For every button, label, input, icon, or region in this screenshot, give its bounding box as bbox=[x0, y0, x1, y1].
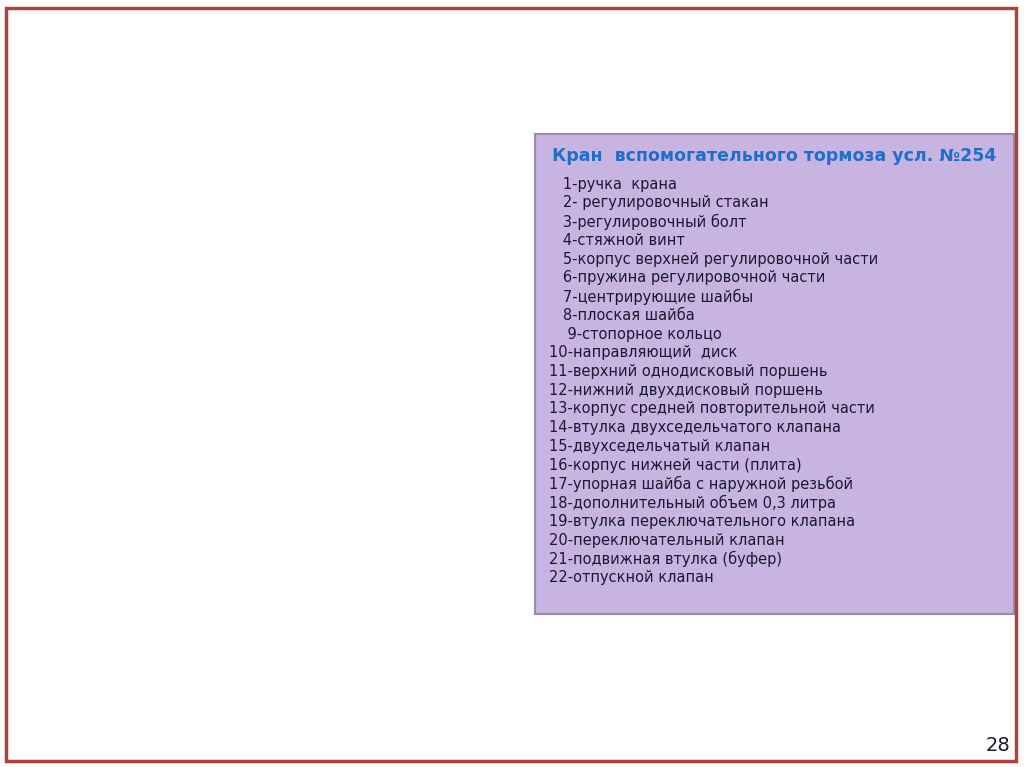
Text: 4-стяжной винт: 4-стяжной винт bbox=[549, 233, 684, 248]
Text: 19-втулка переключательного клапана: 19-втулка переключательного клапана bbox=[549, 514, 855, 528]
Text: 2- регулировочный стакан: 2- регулировочный стакан bbox=[549, 196, 768, 210]
Text: 7-центрирующие шайбы: 7-центрирующие шайбы bbox=[549, 288, 753, 304]
Text: 22-отпускной клапан: 22-отпускной клапан bbox=[549, 570, 714, 585]
Text: Кран  вспомогательного тормоза усл. №254: Кран вспомогательного тормоза усл. №254 bbox=[552, 147, 996, 165]
Text: 20-переключательный клапан: 20-переключательный клапан bbox=[549, 532, 784, 548]
Text: 6-пружина регулировочной части: 6-пружина регулировочной части bbox=[549, 270, 825, 285]
Text: 14-втулка двухседельчатого клапана: 14-втулка двухседельчатого клапана bbox=[549, 420, 841, 435]
Text: 17-упорная шайба с наружной резьбой: 17-упорная шайба с наружной резьбой bbox=[549, 476, 853, 492]
Text: 18-дополнительный объем 0,3 литра: 18-дополнительный объем 0,3 литра bbox=[549, 495, 836, 511]
Text: 11-верхний однодисковый поршень: 11-верхний однодисковый поршень bbox=[549, 364, 827, 379]
Text: 21-подвижная втулка (буфер): 21-подвижная втулка (буфер) bbox=[549, 551, 781, 567]
FancyBboxPatch shape bbox=[535, 134, 1014, 614]
Text: 3-регулировочный болт: 3-регулировочный болт bbox=[549, 213, 746, 230]
Text: 16-корпус нижней части (плита): 16-корпус нижней части (плита) bbox=[549, 458, 801, 472]
Text: 1-ручка  крана: 1-ручка крана bbox=[549, 176, 677, 192]
Text: 15-двухседельчатый клапан: 15-двухседельчатый клапан bbox=[549, 439, 770, 454]
Text: 5-корпус верхней регулировочной части: 5-корпус верхней регулировочной части bbox=[549, 252, 878, 267]
Text: 12-нижний двухдисковый поршень: 12-нижний двухдисковый поршень bbox=[549, 383, 822, 398]
Text: 28: 28 bbox=[985, 736, 1010, 755]
Text: 9-стопорное кольцо: 9-стопорное кольцо bbox=[549, 327, 721, 341]
Text: 13-корпус средней повторительной части: 13-корпус средней повторительной части bbox=[549, 401, 874, 416]
Text: 10-направляющий  диск: 10-направляющий диск bbox=[549, 345, 737, 360]
Text: 8-плоская шайба: 8-плоская шайба bbox=[549, 308, 694, 323]
